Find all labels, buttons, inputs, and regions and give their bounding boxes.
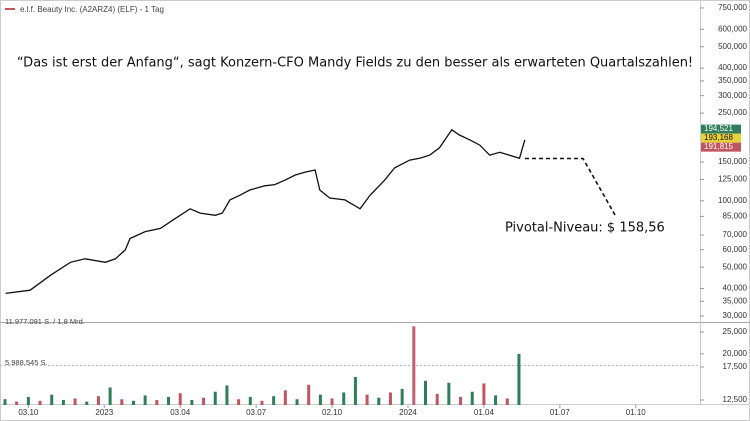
x-tick-label: 01.07: [550, 408, 571, 417]
x-tick-label: 2024: [399, 408, 417, 417]
pivot-line: [525, 157, 616, 216]
y-tick-label: 100,000: [718, 196, 747, 205]
y-tick-label: 40,000: [723, 284, 748, 293]
volume-bar: [190, 400, 194, 405]
volume-bar: [388, 392, 392, 405]
volume-bar: [482, 383, 486, 405]
y-tick-label: 20,000: [723, 349, 748, 358]
volume-max-label: 11.977.091 S. / 1,8 Mrd.: [5, 317, 85, 326]
price-badge: [701, 124, 741, 134]
y-tick-label: 50,000: [723, 262, 748, 271]
x-tick-label: 03.04: [170, 408, 191, 417]
volume-bar: [295, 399, 299, 405]
volume-bar: [424, 380, 428, 405]
x-tick-label: 2023: [95, 408, 113, 417]
volume-bar: [237, 399, 241, 405]
headline: “Das ist erst der Anfang“, sagt Konzern-…: [17, 56, 693, 71]
volume-bar: [470, 391, 474, 405]
y-tick-label: 17,500: [723, 362, 748, 371]
x-tick-label: 01.10: [626, 408, 647, 417]
volume-bar: [108, 387, 112, 405]
volume-bar: [412, 326, 416, 405]
volume-bar: [447, 382, 451, 405]
volume-bar: [120, 399, 124, 405]
y-tick-label: 12,500: [723, 395, 748, 404]
volume-bar: [307, 384, 311, 405]
volume-bar: [143, 395, 147, 405]
volume-bar: [155, 400, 159, 405]
volume-bar: [505, 398, 509, 405]
pivot-label: Pivotal-Niveau: $ 158,56: [505, 221, 665, 236]
y-tick-label: 300,000: [718, 91, 747, 100]
y-tick-label: 250,000: [718, 108, 747, 117]
y-tick-label: 350,000: [718, 76, 747, 85]
volume-bar: [435, 393, 439, 405]
y-tick-label: 150,000: [718, 157, 747, 166]
y-tick-label: 25,000: [723, 327, 748, 336]
volume-bar: [131, 400, 135, 405]
y-tick-label: 500,000: [718, 42, 747, 51]
volume-bar: [178, 393, 182, 405]
volume-bar: [50, 394, 54, 405]
price-badge-label: 194,521: [704, 124, 733, 133]
volume-bar: [517, 353, 521, 405]
volume-bar: [73, 398, 77, 405]
y-tick-label: 85,000: [723, 211, 748, 220]
y-tick-label: 35,000: [723, 296, 748, 305]
volume-bar: [283, 390, 287, 405]
y-tick-label: 60,000: [723, 245, 748, 254]
volume-bar: [202, 397, 206, 405]
symbol-title: e.l.f. Beauty Inc. (A2ARZ4) (ELF) - 1 Ta…: [20, 5, 164, 14]
y-tick-label: 400,000: [718, 63, 747, 72]
volume-bar: [85, 401, 89, 405]
volume-bar: [459, 396, 463, 405]
volume-bar: [494, 395, 498, 405]
y-tick-label: 600,000: [718, 24, 747, 33]
volume-bar: [38, 400, 42, 405]
x-tick-label: 01.04: [474, 408, 495, 417]
volume-bar: [15, 401, 19, 405]
volume-mid-label: 5.988.545 S.: [5, 358, 48, 367]
volume-bar: [213, 391, 217, 405]
volume-bar: [225, 385, 229, 405]
y-tick-label: 70,000: [723, 230, 748, 239]
x-tick-label: 03.10: [18, 408, 39, 417]
volume-bar: [167, 396, 171, 405]
price-badge: [701, 133, 741, 143]
x-tick-label: 03.07: [246, 408, 267, 417]
x-tick-label: 02.10: [322, 408, 343, 417]
volume-bar: [248, 396, 252, 405]
volume-bar: [318, 394, 322, 405]
price-badge: [701, 142, 741, 152]
volume-bar: [272, 396, 276, 405]
volume-bar: [260, 400, 264, 405]
y-tick-label: 750,000: [718, 3, 747, 12]
volume-bar: [26, 396, 30, 405]
price-badge-label: 191,815: [704, 142, 733, 151]
price-badge-label: 193,168: [704, 133, 733, 142]
volume-bar: [342, 392, 346, 405]
volume-bar: [96, 396, 100, 405]
volume-bar: [353, 377, 357, 405]
price-line: [5, 128, 526, 295]
y-tick-label: 30,000: [723, 311, 748, 320]
volume-bar: [400, 388, 404, 405]
volume-bar: [330, 398, 334, 405]
volume-bar: [377, 397, 381, 405]
volume-bar: [3, 399, 7, 405]
y-tick-label: 125,000: [718, 175, 747, 184]
volume-bar: [61, 400, 65, 405]
volume-bar: [365, 394, 369, 405]
